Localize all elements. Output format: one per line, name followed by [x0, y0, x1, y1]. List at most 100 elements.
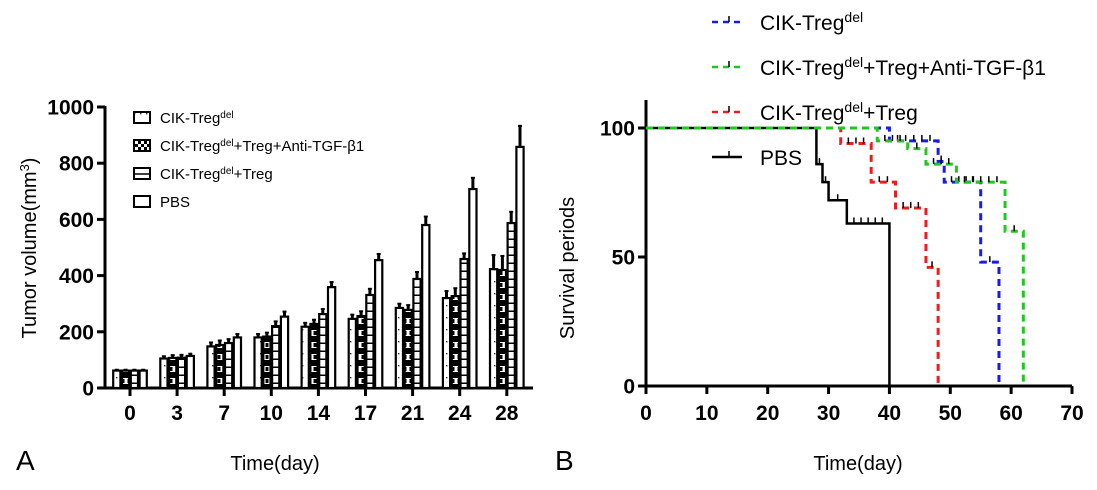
survival-line [646, 126, 940, 386]
panel-a-legend: CIK-TregdelCIK-Tregdel+Treg+Anti-TGF-β1C… [133, 110, 364, 211]
legend-label-rest: +Treg [234, 166, 273, 183]
bar [253, 336, 263, 390]
panel-a-x-tick-label: 7 [218, 402, 230, 425]
bar [365, 293, 375, 390]
ylabel-base: Tumor volume(mm [19, 171, 41, 338]
legend-label-sup: del [220, 138, 233, 149]
legend-label-sup: del [844, 54, 863, 70]
panel-a-axes: 0 200 400 600 800 1000 0 3 7 10 14 17 21 24 28 [47, 97, 533, 425]
bar [232, 336, 243, 390]
legend-label-base: CIK-Treg [760, 102, 844, 125]
bar [309, 322, 319, 390]
bar [450, 295, 461, 390]
bar [262, 335, 272, 390]
panel-b-y-tick-label: 100 [600, 118, 635, 141]
panel-b-x-tick-label: 50 [939, 402, 962, 425]
panel-a-y-tick-label: 200 [59, 321, 94, 344]
legend-label-sup: del [220, 166, 233, 177]
legend-label-base: CIK-Treg [160, 138, 220, 155]
legend-label-sup: del [844, 99, 863, 115]
panel-b-x-tick-label: 20 [756, 402, 779, 425]
panel-b-x-tick-label: 60 [999, 402, 1022, 425]
panel-b-y-tick-label: 0 [623, 376, 635, 399]
legend-label-rest: +Treg+Anti-TGF-β1 [234, 138, 365, 155]
panel-a-y-tick-label: 600 [59, 209, 94, 232]
ylabel-sup: 3 [17, 164, 32, 171]
panel-a-y-tick-label: 0 [82, 378, 94, 401]
bar [468, 187, 478, 390]
panel-b-x-axis-title: Time(day) [813, 453, 902, 475]
bar [168, 356, 178, 390]
bar [138, 369, 148, 390]
legend-label-sup: del [220, 110, 233, 121]
legend-label-rest: +Treg [863, 102, 918, 125]
legend-entry: CIK-Tregdel [760, 9, 863, 35]
panel-a-x-tick-label: 17 [354, 402, 377, 425]
legend-label-base: PBS [760, 147, 802, 170]
bar [112, 369, 122, 390]
bar [215, 343, 225, 390]
legend-entry: PBS [760, 147, 802, 170]
legend-entry: PBS [160, 194, 190, 211]
bar [318, 312, 328, 390]
legend-label-base: CIK-Treg [760, 12, 844, 35]
legend-entry: CIK-Tregdel+Treg [160, 166, 273, 184]
bar [515, 145, 525, 390]
bar [326, 286, 337, 390]
bar [176, 356, 187, 390]
ylabel-end: ) [19, 158, 41, 165]
legend-label-base: CIK-Treg [160, 166, 220, 183]
bar [279, 315, 290, 390]
bar [271, 325, 281, 390]
survival-line [646, 126, 1001, 386]
bar [412, 277, 422, 390]
survival-line [646, 126, 1025, 386]
bar [223, 341, 234, 390]
panel-b-x-tick-label: 0 [640, 402, 652, 425]
panel-b-x-tick-label: 70 [1060, 402, 1083, 425]
panel-b-survival-lines [646, 126, 1025, 386]
bar [421, 223, 431, 390]
legend-entry: CIK-Tregdel+Treg [760, 99, 918, 125]
bar [206, 345, 216, 390]
panel-b-x-tick-label: 30 [817, 402, 840, 425]
legend-swatch [133, 111, 151, 124]
panel-label-a: A [16, 445, 35, 476]
bar [497, 268, 508, 390]
legend-swatch [133, 195, 151, 208]
bar [403, 308, 413, 390]
panel-b-x-tick-label: 10 [695, 402, 718, 425]
bar [394, 306, 405, 390]
panel-a-x-tick-label: 14 [307, 402, 331, 425]
legend-label-sup: del [844, 9, 863, 25]
bar [129, 369, 140, 390]
bar [185, 354, 195, 390]
panel-a-y-tick-label: 800 [59, 153, 94, 176]
bar [300, 325, 310, 390]
bar [506, 221, 516, 390]
panel-a-x-axis-title: Time(day) [230, 453, 319, 475]
panel-a-y-tick-label: 400 [59, 265, 94, 288]
bar [374, 259, 384, 390]
legend-label-base: CIK-Treg [760, 57, 844, 80]
panel-b-legend: CIK-TregdelCIK-Tregdel+Treg+Anti-TGF-β1C… [712, 9, 1046, 170]
panel-a-x-tick-label: 21 [401, 402, 425, 425]
bar [356, 314, 366, 390]
bar [488, 268, 499, 390]
bar [441, 296, 452, 390]
bar [347, 317, 358, 390]
legend-swatch [133, 139, 151, 152]
panel-a-x-tick-label: 28 [495, 402, 519, 425]
panel-b-y-tick-label: 50 [612, 247, 635, 270]
bar [120, 369, 131, 390]
panel-b-axes: 0 50 100 0 10 20 30 40 50 60 70 [600, 100, 1084, 425]
legend-label-base: CIK-Treg [160, 110, 220, 127]
panel-a-bars [112, 124, 525, 390]
panel-a-x-tick-label: 10 [260, 402, 283, 425]
panel-a-bar-chart: 0 200 400 600 800 1000 0 3 7 10 14 17 21 24 28 CIK-Tre… [16, 97, 533, 476]
legend-entry: CIK-Tregdel+Treg+Anti-TGF-β1 [160, 138, 364, 156]
legend-label-rest: +Treg+Anti-TGF-β1 [863, 57, 1046, 80]
panel-a-y-axis-title: Tumor volume(mm3) [17, 158, 42, 339]
panel-a-x-tick-label: 24 [448, 402, 472, 425]
